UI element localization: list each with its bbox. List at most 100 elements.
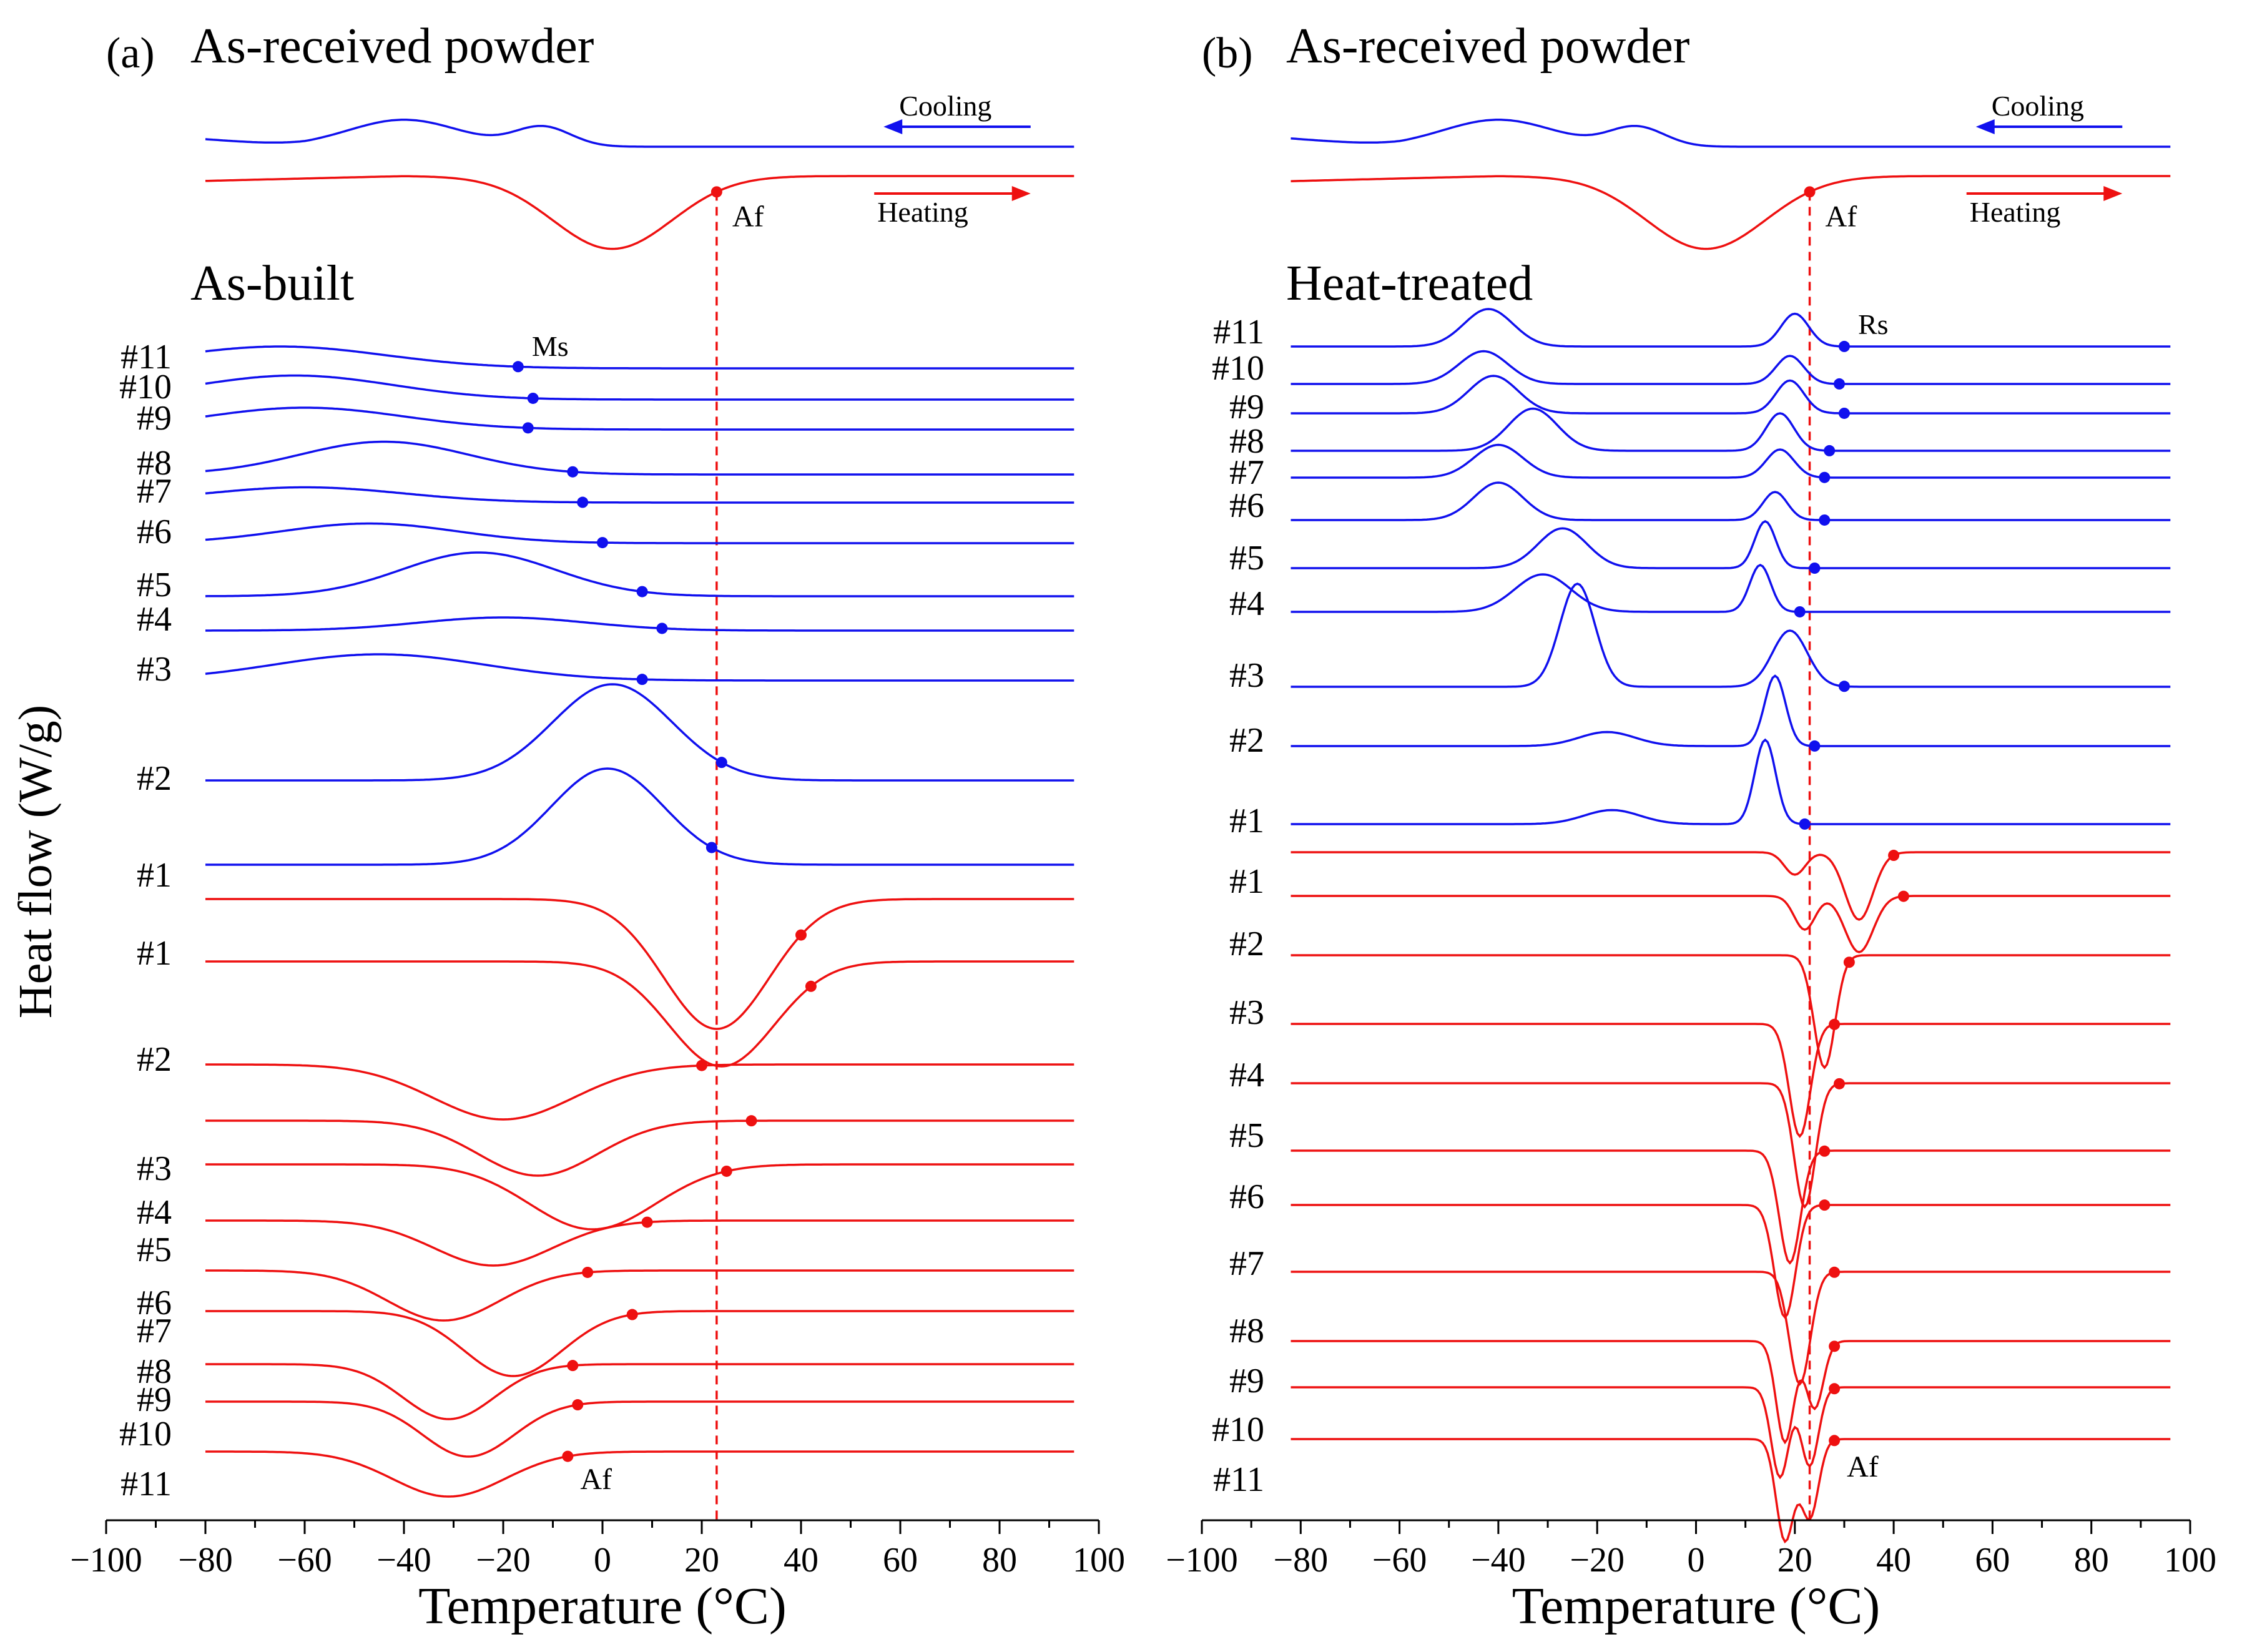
heating-af-marker	[696, 1060, 707, 1071]
heating-af-marker	[562, 1450, 574, 1462]
x-tick-label: 100	[1073, 1541, 1125, 1580]
heating-series-label: #1	[137, 934, 172, 973]
x-tick-label: −60	[1372, 1541, 1427, 1580]
x-tick-label: 40	[784, 1541, 819, 1580]
cooling-curve	[205, 522, 1074, 544]
cooling-curve	[205, 440, 1074, 476]
x-tick-label: 40	[1876, 1541, 1911, 1580]
cooling-curve	[205, 683, 1074, 782]
heating-series-label: #8	[137, 1352, 172, 1391]
cooling-transition-marker	[1809, 740, 1821, 752]
heating-series-label: #6	[1229, 1178, 1264, 1216]
cooling-curve	[1291, 520, 2171, 569]
heating-af-marker	[1829, 1383, 1841, 1395]
cooling-curve	[205, 616, 1074, 632]
heating-af-marker	[567, 1360, 579, 1372]
heating-af-marker	[1888, 850, 1900, 862]
cooling-transition-marker	[1819, 514, 1831, 526]
heating-af-marker	[1829, 1018, 1841, 1030]
heating-marker-annotation: Af	[580, 1463, 612, 1496]
panel-a: (a) As-received powder As-built Cooling Heat…	[70, 19, 1125, 1635]
cooling-transition-marker	[577, 496, 589, 508]
sample-group-label: As-built	[190, 256, 354, 311]
cooling-series-label: #7	[1229, 453, 1264, 492]
x-tick-label: 60	[883, 1541, 918, 1580]
heating-series-label: #3	[1229, 993, 1264, 1032]
x-tick-label: −20	[476, 1541, 531, 1580]
cooling-curve	[205, 767, 1074, 866]
cooling-transition-marker	[636, 674, 648, 686]
heating-series-label: #10	[119, 1415, 172, 1453]
cooling-marker-annotation: Rs	[1858, 308, 1889, 340]
heating-curve	[205, 1400, 1074, 1458]
heating-af-marker	[1819, 1145, 1831, 1157]
x-axis-label: Temperature (°C)	[418, 1577, 787, 1635]
cooling-curve	[1291, 564, 2171, 613]
x-tick-label: −40	[376, 1541, 431, 1580]
x-tick-label: −80	[1274, 1541, 1329, 1580]
panel-title: As-received powder	[190, 19, 594, 74]
heating-series-label: #5	[1229, 1116, 1264, 1155]
cooling-series-label: #9	[1229, 388, 1264, 426]
x-tick-label: 20	[1777, 1541, 1812, 1580]
heating-series-label: #6	[137, 1284, 172, 1322]
heating-curve	[1291, 1438, 2171, 1544]
heating-marker-annotation: Af	[1847, 1450, 1879, 1483]
x-tick-label: −100	[70, 1541, 142, 1580]
x-tick-label: −60	[277, 1541, 332, 1580]
cooling-series-label: #6	[137, 513, 172, 551]
legend-heating-label: Heating	[1970, 196, 2061, 228]
cooling-series-label: #10	[1212, 349, 1264, 388]
cooling-transition-marker	[715, 757, 727, 769]
cooling-transition-marker	[1838, 681, 1850, 692]
cooling-transition-marker	[567, 466, 579, 478]
heating-af-marker	[1834, 1078, 1846, 1089]
heating-series-label: #7	[137, 1312, 172, 1350]
heating-curve	[1291, 1271, 2171, 1386]
cooling-series-label: #8	[1229, 422, 1264, 461]
cooling-curve	[1291, 481, 2171, 521]
cooling-curve	[1291, 738, 2171, 825]
cooling-series-label: #11	[120, 338, 172, 376]
cooling-curve	[1291, 407, 2171, 452]
x-tick-label: 20	[684, 1541, 719, 1580]
heating-af-marker	[1819, 1199, 1831, 1211]
powder-cooling-curve	[205, 119, 1074, 148]
cooling-series-label: #2	[137, 759, 172, 798]
legend-cooling-label: Cooling	[899, 90, 991, 122]
cooling-series-label: #3	[1229, 656, 1264, 695]
heating-series-label: #3	[137, 1149, 172, 1188]
heating-series-label: #11	[120, 1465, 172, 1503]
heating-curve	[1291, 1082, 2171, 1209]
heating-curve	[205, 1450, 1074, 1498]
heating-series-label: #1	[1229, 862, 1264, 901]
heating-af-marker	[641, 1216, 653, 1228]
heating-series-label: #4	[137, 1193, 172, 1232]
x-tick-label: −40	[1471, 1541, 1526, 1580]
heating-af-marker	[626, 1309, 638, 1320]
heating-af-marker	[805, 980, 817, 992]
cooling-curve	[205, 345, 1074, 370]
powder-heating-curve	[205, 175, 1074, 250]
cooling-curve	[1291, 583, 2171, 688]
heating-curve	[1291, 954, 2171, 1069]
heating-af-marker	[720, 1165, 732, 1177]
heating-curve	[1291, 851, 2171, 921]
sample-group-label: Heat-treated	[1286, 256, 1533, 311]
heating-curve	[205, 1269, 1074, 1322]
panel-b: (b) As-received powder Heat-treated Cooling…	[1166, 19, 2216, 1635]
heating-curve	[205, 1119, 1074, 1177]
heating-series-label: #9	[137, 1380, 172, 1419]
cooling-series-label: #3	[137, 650, 172, 689]
x-tick-label: −100	[1166, 1541, 1238, 1580]
heating-af-marker	[745, 1115, 757, 1127]
panel-title: As-received powder	[1286, 19, 1689, 74]
panel-label: (a)	[106, 29, 155, 77]
cooling-series-label: #11	[1213, 313, 1264, 352]
cooling-transition-marker	[1819, 471, 1831, 483]
heating-series-label: #5	[137, 1231, 172, 1269]
heating-curve	[205, 1310, 1074, 1377]
cooling-transition-marker	[522, 422, 534, 434]
powder-af-label: Af	[732, 200, 764, 233]
cooling-series-label: #8	[137, 444, 172, 483]
